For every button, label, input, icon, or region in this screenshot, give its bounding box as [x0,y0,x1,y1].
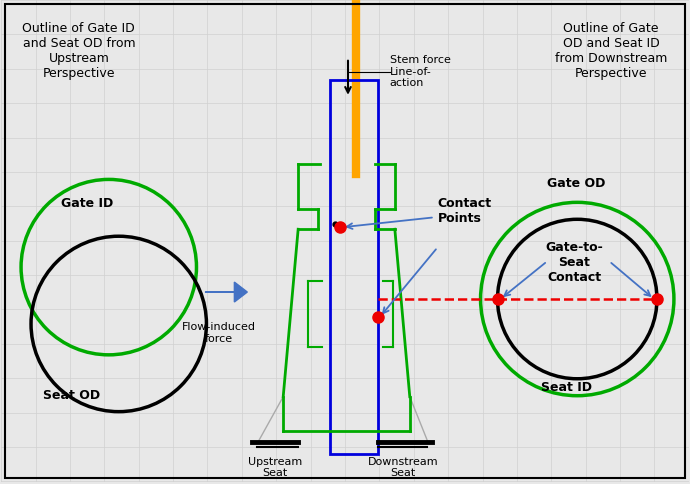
Text: Seat OD: Seat OD [43,389,100,402]
Text: Outline of Gate
OD and Seat ID
from Downstream
Perspective: Outline of Gate OD and Seat ID from Down… [555,22,667,80]
Text: Seat ID: Seat ID [542,381,592,393]
Text: Flow-induced
force: Flow-induced force [181,322,255,344]
Text: Outline of Gate ID
and Seat OD from
Upstream
Perspective: Outline of Gate ID and Seat OD from Upst… [23,22,135,80]
Text: Contact
Points: Contact Points [437,197,492,226]
Text: Upstream
Seat: Upstream Seat [248,456,302,478]
Text: Gate ID: Gate ID [61,197,113,211]
Text: Downstream
Seat: Downstream Seat [368,456,438,478]
Text: Gate-to-
Seat
Contact: Gate-to- Seat Contact [545,241,603,284]
Bar [330,80,378,454]
FancyArrow shape [206,282,247,302]
Text: Stem force
Line-of-
action: Stem force Line-of- action [390,55,451,89]
Text: Gate OD: Gate OD [547,178,606,190]
